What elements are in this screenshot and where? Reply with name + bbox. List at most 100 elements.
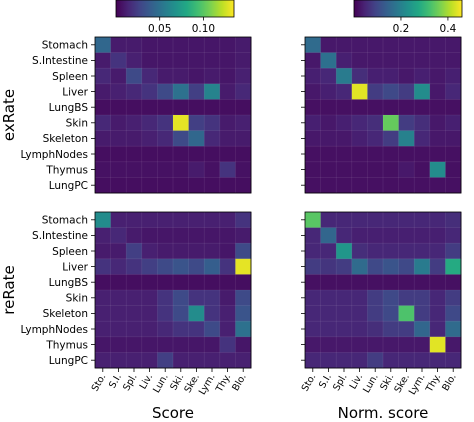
heatmap-cell [219, 227, 236, 244]
heatmap-cell [219, 305, 236, 322]
heatmap-cell [110, 305, 127, 322]
heatmap-cell [351, 37, 368, 53]
heatmap-cell [398, 115, 415, 131]
heatmap-cell [204, 115, 221, 131]
heatmap-cell [398, 52, 415, 69]
heatmap-cell [188, 258, 205, 275]
heatmap-cell [204, 227, 221, 244]
heatmap-cell [445, 99, 462, 116]
heatmap-cell [173, 68, 189, 85]
y-tick-label: Skin [66, 118, 88, 130]
heatmap-cell [204, 146, 221, 163]
x-tick-label: Sto. [90, 372, 109, 393]
heatmap-cell [219, 130, 236, 147]
heatmap-cell [235, 305, 252, 322]
heatmap-cell [367, 130, 384, 147]
heatmap-cell [141, 115, 158, 131]
heatmap-cell [219, 68, 236, 85]
heatmap-cell [305, 305, 321, 322]
heatmap-panel-0 [91, 36, 252, 194]
y-tick-label: LymphNodes [20, 324, 88, 336]
heatmap-cell [204, 99, 221, 116]
heatmap-cell [141, 37, 158, 53]
heatmap-cell [188, 336, 205, 353]
row-title-exRate: exRate [0, 89, 18, 141]
heatmap-cell [126, 305, 143, 322]
heatmap-cell [429, 161, 446, 178]
heatmap-cell [110, 290, 127, 306]
heatmap-cell [320, 68, 337, 85]
panel-frame [94, 211, 252, 369]
heatmap-cell [383, 83, 399, 100]
heatmap-cell [173, 336, 189, 353]
heatmap-cell [157, 227, 174, 244]
heatmap-cell [204, 161, 221, 178]
heatmap-cell [351, 52, 368, 69]
heatmap-cell [204, 258, 221, 275]
panel-frame [94, 36, 252, 194]
heatmap-cell [398, 161, 415, 178]
heatmap-cell [173, 146, 189, 163]
heatmap-cell [367, 68, 384, 85]
heatmap-cell [110, 243, 127, 260]
y-tick-label: Stomach [42, 215, 88, 227]
colorbar-tick-label: 0.05 [148, 23, 171, 35]
heatmap-cell [110, 352, 127, 369]
heatmap-panels [91, 36, 462, 372]
heatmap-cell [445, 212, 462, 228]
heatmap-cell [367, 227, 384, 244]
heatmap-cell [110, 212, 127, 228]
heatmap-cell [336, 52, 353, 69]
heatmap-cell [429, 37, 446, 53]
x-tick-label: Lun. [151, 372, 171, 395]
heatmap-cell [367, 177, 384, 194]
heatmap-cell [110, 161, 127, 178]
heatmap-cell [445, 115, 462, 131]
heatmap-cell [126, 37, 143, 53]
heatmap-cell [204, 352, 221, 369]
heatmap-cell [157, 83, 174, 100]
heatmap-cell [110, 274, 127, 291]
heatmap-cell [110, 52, 127, 69]
heatmap-cell [398, 37, 415, 53]
heatmap-cell [188, 290, 205, 306]
heatmap-cell [383, 352, 399, 369]
heatmap-cell [219, 212, 236, 228]
heatmap-cell [336, 83, 353, 100]
heatmap-cell [157, 68, 174, 85]
heatmap-cell [219, 37, 236, 53]
heatmap-cell [173, 83, 189, 100]
heatmap-cell [110, 99, 127, 116]
heatmap-cell [188, 68, 205, 85]
heatmap-cell [219, 274, 236, 291]
heatmap-cell [383, 99, 399, 116]
heatmap-cell [367, 37, 384, 53]
heatmap-cell [414, 336, 431, 353]
heatmap-cell [235, 336, 252, 353]
heatmap-cell [235, 52, 252, 69]
heatmap-cell [305, 68, 321, 85]
heatmap-cell [173, 352, 189, 369]
heatmap-cell [383, 243, 399, 260]
heatmap-cell [305, 336, 321, 353]
colorbar-0 [115, 0, 235, 18]
heatmap-cell [173, 52, 189, 69]
heatmap-cell [445, 274, 462, 291]
heatmap-cell [126, 99, 143, 116]
heatmap-cell [235, 68, 252, 85]
heatmap-cell [383, 146, 399, 163]
heatmap-cell [320, 212, 337, 228]
row-titles: exRate reRate [0, 89, 18, 315]
heatmap-cell [398, 99, 415, 116]
heatmap-cell [367, 305, 384, 322]
heatmap-cell [414, 161, 431, 178]
heatmap-cell [305, 290, 321, 306]
heatmap-cell [351, 258, 368, 275]
heatmap-cell [414, 115, 431, 131]
heatmap-cell [173, 305, 189, 322]
heatmap-cell [204, 212, 221, 228]
heatmap-cell [95, 321, 111, 338]
x-tick-label: Blo. [440, 372, 458, 393]
heatmap-cell [126, 290, 143, 306]
